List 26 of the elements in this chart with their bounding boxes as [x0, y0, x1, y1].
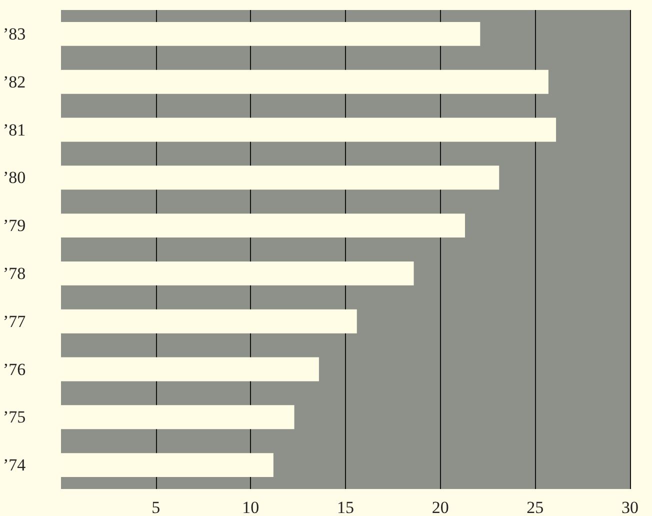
x-tick-label: 5	[152, 498, 160, 516]
x-tick-label: 30	[622, 498, 638, 516]
y-tick-label: ’74	[3, 456, 26, 475]
y-tick-label: ’82	[3, 72, 26, 92]
bar	[61, 309, 357, 334]
x-tick-label: 25	[526, 498, 544, 516]
bar	[61, 118, 556, 142]
y-tick-label: ’80	[3, 168, 26, 188]
bar	[61, 261, 414, 286]
bar	[61, 405, 294, 430]
bar	[61, 70, 548, 94]
x-tick-label: 15	[337, 498, 354, 516]
y-tick-label: ’77	[3, 312, 26, 331]
bar	[61, 166, 500, 190]
bar	[61, 357, 319, 382]
y-tick-label: ’83	[3, 24, 26, 44]
y-tick-label: ’75	[3, 408, 26, 427]
x-tick-label: 20	[432, 498, 449, 516]
y-tick-label: ’81	[3, 120, 26, 140]
bar	[61, 214, 465, 238]
bar	[61, 22, 480, 46]
y-tick-label: ’78	[3, 264, 26, 283]
y-tick-label: ’79	[3, 216, 26, 236]
y-tick-label: ’76	[3, 360, 26, 379]
x-tick-label: 10	[242, 498, 260, 516]
bar	[61, 453, 274, 478]
